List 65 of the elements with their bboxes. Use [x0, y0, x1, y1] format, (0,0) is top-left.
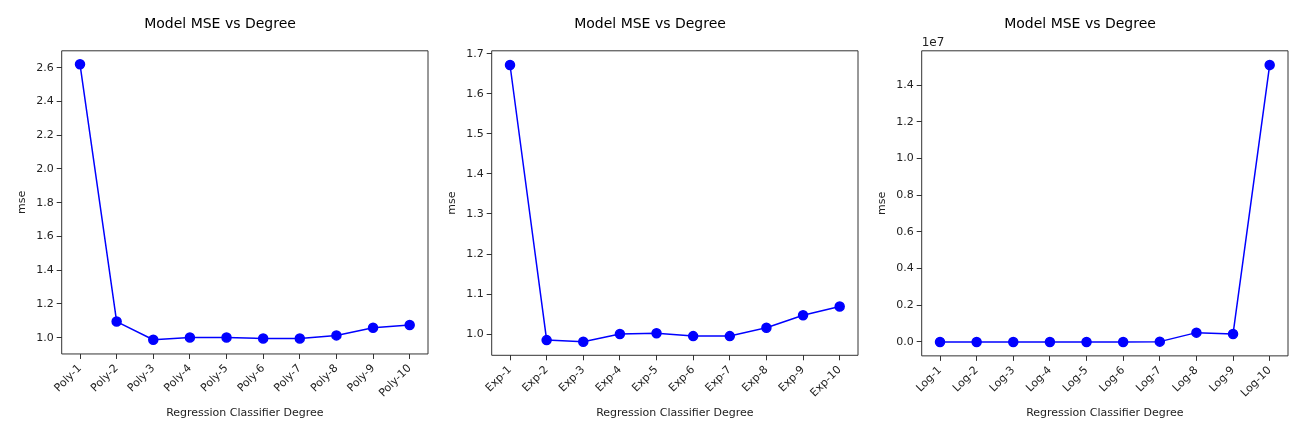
point	[331, 330, 342, 341]
chart-title: Model MSE vs Degree	[574, 15, 726, 32]
y-tick-label: 1.8	[36, 195, 54, 209]
y-axis-title: mse	[15, 190, 29, 214]
y-axis-title: mse	[875, 191, 889, 215]
point	[221, 332, 232, 343]
y-tick-label: 1.5	[466, 126, 484, 140]
point	[761, 322, 772, 333]
y-tick-label: 0.4	[896, 261, 914, 275]
y-axis-title: mse	[445, 191, 459, 215]
y-tick-label: 0.8	[896, 188, 914, 202]
y-tick-label: 1.4	[896, 77, 914, 91]
y-tick-label: 2.6	[36, 60, 54, 74]
point	[74, 59, 86, 70]
point	[934, 336, 946, 348]
point	[404, 319, 415, 331]
y-tick-label: 1.0	[36, 330, 54, 344]
y-tick-label: 1.4	[466, 166, 484, 180]
point	[1191, 327, 1202, 338]
y-tick-label: 2.4	[36, 94, 54, 108]
y-tick-label: 1.6	[36, 229, 54, 243]
point	[1227, 328, 1239, 340]
point	[1117, 336, 1129, 348]
point	[1008, 336, 1019, 348]
point	[184, 332, 196, 343]
y-tick-label: 1.0	[896, 151, 914, 165]
y-tick-label: 2.0	[36, 161, 54, 175]
y-tick-label: 1.2	[36, 296, 54, 310]
chart-title: Model MSE vs Degree	[144, 15, 296, 32]
point	[294, 333, 306, 344]
point	[111, 316, 122, 327]
point	[797, 310, 809, 321]
y-tick-label: 1.7	[466, 46, 484, 60]
point	[1081, 336, 1092, 348]
point	[367, 322, 379, 334]
point	[1154, 336, 1166, 347]
point	[1044, 336, 1056, 348]
y-tick-label: 1.2	[896, 114, 914, 128]
point	[578, 336, 589, 347]
point	[148, 334, 159, 346]
y-tick-label: 0.0	[896, 334, 914, 348]
point	[541, 334, 552, 346]
y-tick-label: 1.6	[466, 86, 484, 100]
chart-title: Model MSE vs Degree	[1004, 15, 1156, 32]
y-tick-label: 1.2	[466, 246, 484, 260]
point	[651, 328, 662, 339]
point	[971, 336, 982, 348]
y-tick-label: 1.4	[36, 263, 54, 277]
y-tick-label: 1.1	[466, 286, 484, 300]
point	[257, 333, 269, 344]
x-axis-title: Regression Classifier Degree	[1026, 406, 1184, 420]
y-tick-label: 1.3	[466, 206, 484, 220]
point	[687, 330, 699, 342]
text: 1e7	[921, 34, 945, 49]
point	[1264, 59, 1275, 71]
point	[834, 301, 845, 312]
y-tick-label: 2.2	[36, 128, 54, 142]
point	[724, 330, 736, 342]
point	[504, 59, 516, 71]
x-axis-title: Regression Classifier Degree	[596, 406, 754, 420]
x-axis-title: Regression Classifier Degree	[166, 406, 324, 420]
y-tick-label: 1.0	[466, 326, 484, 340]
y-tick-label: 0.2	[896, 298, 914, 312]
point	[614, 328, 626, 340]
y-tick-label: 0.6	[896, 224, 914, 238]
